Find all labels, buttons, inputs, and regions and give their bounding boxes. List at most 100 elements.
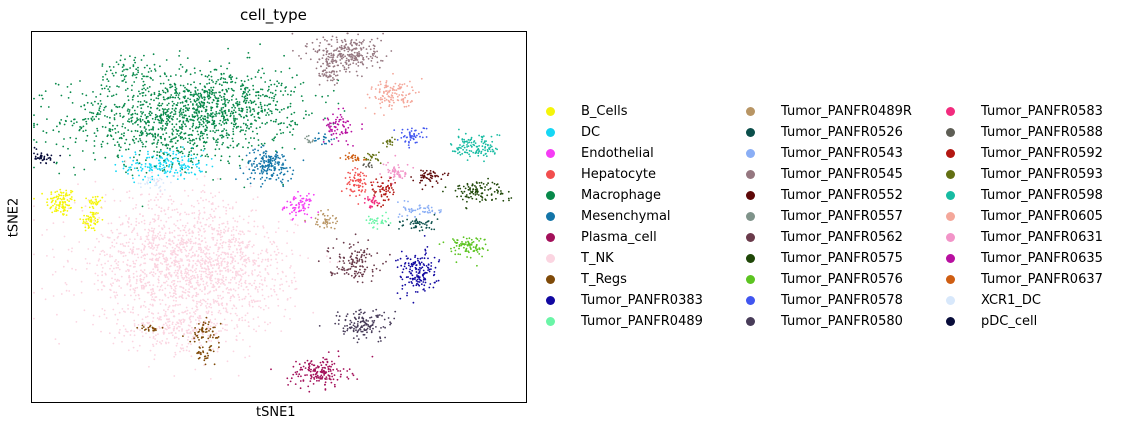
point [268,168,271,171]
point [328,374,330,377]
point [210,306,213,309]
point [253,116,256,118]
point [262,160,265,162]
point [277,251,280,254]
point [156,143,159,145]
point [293,276,296,279]
point [97,259,100,262]
point [126,259,129,262]
point [220,238,222,241]
point [222,142,225,144]
point [438,209,440,212]
point [177,175,180,178]
point [128,196,131,199]
point [177,227,179,229]
point [184,211,186,214]
point [266,258,269,261]
point [358,194,361,197]
point [151,156,154,159]
point [196,275,199,278]
point [228,248,231,251]
point [421,257,423,259]
point [122,115,125,118]
point [153,238,156,240]
point [198,111,201,114]
point [167,341,170,344]
point [104,126,107,129]
point [66,86,69,88]
point [232,140,235,143]
point [198,101,201,104]
point [70,83,72,85]
point [180,150,183,153]
point [169,257,172,260]
point [159,303,162,305]
point [97,288,99,291]
point [216,278,219,280]
point [191,139,194,142]
series-Tumor_PANFR0526 [387,213,439,232]
point [168,227,171,230]
point [204,322,207,325]
point [201,257,204,260]
point [192,315,195,318]
point [381,219,384,222]
point [84,118,87,120]
point [200,337,203,339]
point [224,99,227,102]
point [99,253,101,256]
point [110,110,113,113]
point [202,125,205,128]
point [396,266,399,269]
point [148,229,151,232]
point [295,211,297,214]
point [157,312,160,315]
point [155,343,158,345]
point [114,295,116,297]
point [290,124,292,127]
point [118,279,121,282]
point [329,378,332,381]
point [116,318,119,321]
point [197,327,200,330]
point [100,143,103,146]
point [286,170,289,173]
point [332,89,335,92]
point [198,123,201,126]
point [234,289,237,292]
point [80,206,83,209]
point [410,263,413,266]
point [33,97,35,100]
point [105,70,108,73]
point [177,239,180,241]
point [210,275,212,277]
point [67,248,70,251]
point [218,191,221,194]
point [109,288,111,291]
point [405,276,408,279]
point [113,118,116,121]
point [181,258,183,261]
point [275,155,278,158]
point [109,128,112,131]
point [356,378,359,380]
point [196,222,199,224]
point [302,204,305,206]
point [140,249,143,252]
point [132,242,134,245]
point [219,242,222,245]
point [112,282,114,284]
point [154,258,157,261]
point [148,166,151,169]
point [305,198,308,201]
point [211,91,214,94]
point [252,260,255,263]
point [188,137,191,140]
point [176,243,179,246]
point [60,194,63,197]
point [201,263,204,265]
point [292,169,295,172]
point [270,258,273,261]
point [194,310,197,312]
point [138,134,141,137]
